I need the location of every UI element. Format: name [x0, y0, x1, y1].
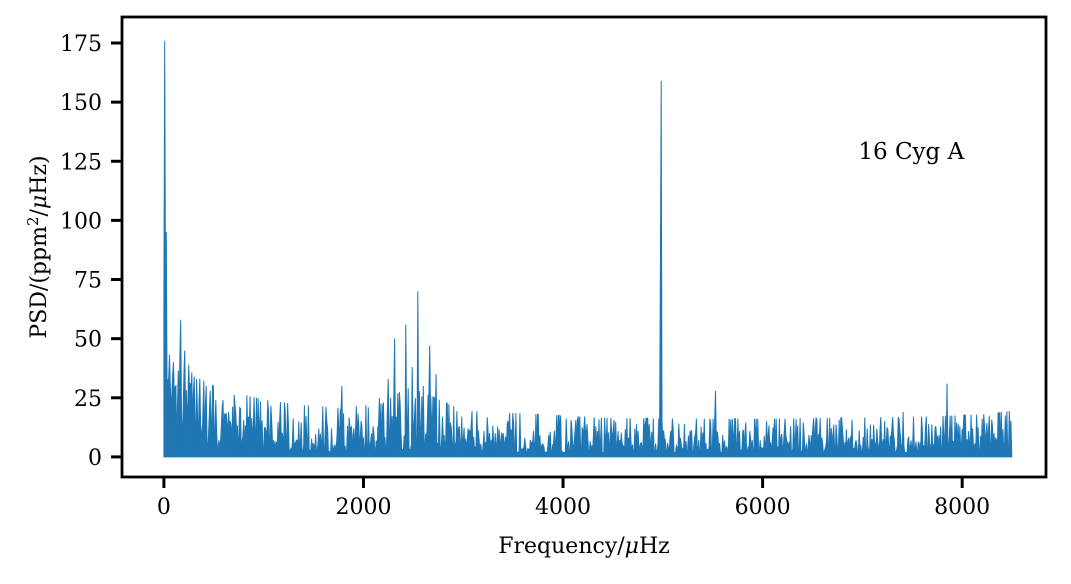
plot-frame [120, 15, 1048, 479]
mu-symbol: μ [624, 534, 639, 559]
y-tick-label: 100 [60, 209, 102, 234]
x-tick-label: 0 [157, 495, 171, 520]
y-tick-label: 0 [88, 446, 102, 471]
y-axis-label: PSD/(ppm2/μHz) [24, 155, 52, 338]
y-tick-label: 75 [74, 269, 102, 294]
y-axis-unit: Hz) [27, 155, 53, 195]
star-name-annotation: 16 Cyg A [858, 138, 965, 165]
x-tick-label: 8000 [934, 495, 990, 520]
y-tick-label: 125 [60, 150, 102, 175]
x-axis-label-text: Frequency/ [498, 534, 625, 559]
x-axis-ticks: 0 2000 4000 6000 8000 [157, 477, 990, 520]
x-tick-label: 2000 [335, 495, 391, 520]
x-axis-label: Frequency/μHz [122, 534, 1046, 559]
mu-symbol: μ [27, 194, 53, 210]
y-tick-label: 50 [74, 328, 102, 353]
x-axis-unit: Hz [638, 534, 670, 559]
y-axis-label-slash: / [27, 209, 53, 217]
y-tick-label: 175 [60, 32, 102, 57]
y-tick-label: 25 [74, 387, 102, 412]
superscript-two: 2 [23, 216, 42, 227]
y-tick-label: 150 [60, 91, 102, 116]
y-axis-label-text: PSD/(ppm [27, 226, 53, 339]
x-tick-label: 4000 [535, 495, 591, 520]
y-axis-ticks: 0 25 50 75 100 125 150 175 [60, 32, 122, 471]
psd-spectrum-area [163, 40, 1013, 458]
x-tick-label: 6000 [735, 495, 791, 520]
